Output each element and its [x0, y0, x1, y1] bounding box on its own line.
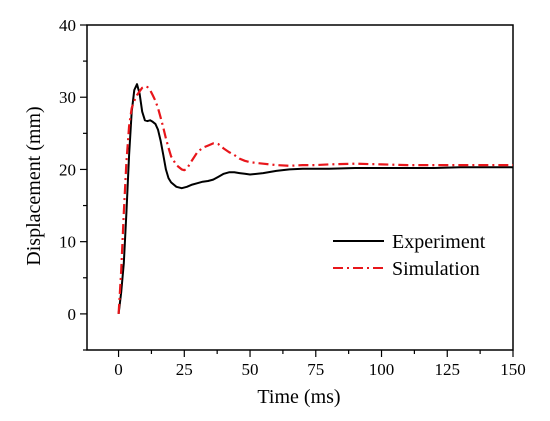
x-tick-label: 0: [114, 360, 123, 379]
y-tick-label: 0: [68, 305, 77, 324]
y-tick-label: 10: [59, 233, 76, 252]
legend: Experiment Simulation: [333, 231, 486, 280]
y-axis-label: Displacement (mm): [23, 106, 45, 265]
series-layer: [117, 83, 513, 315]
x-tick-label: 125: [435, 360, 461, 379]
y-axis-ticks: 0 10 20 30 40: [59, 16, 87, 351]
legend-label-simulation: Simulation: [392, 258, 480, 280]
series-line-experiment: [117, 83, 513, 315]
legend-label-experiment: Experiment: [392, 231, 486, 253]
x-tick-label: 100: [369, 360, 395, 379]
plot-frame: [86, 24, 514, 351]
y-tick-label: 20: [59, 160, 76, 179]
x-tick-label: 50: [242, 360, 259, 379]
y-tick-label: 30: [59, 88, 76, 107]
plot-area: [86, 24, 514, 351]
series-line-simulation: [117, 85, 513, 314]
y-tick-label: 40: [59, 16, 76, 35]
x-tick-label: 75: [307, 360, 324, 379]
x-tick-label: 25: [176, 360, 193, 379]
x-axis-label: Time (ms): [257, 386, 340, 408]
x-tick-label: 150: [500, 360, 526, 379]
x-axis-ticks: 0 25 50 75 100 125 150: [114, 350, 526, 379]
